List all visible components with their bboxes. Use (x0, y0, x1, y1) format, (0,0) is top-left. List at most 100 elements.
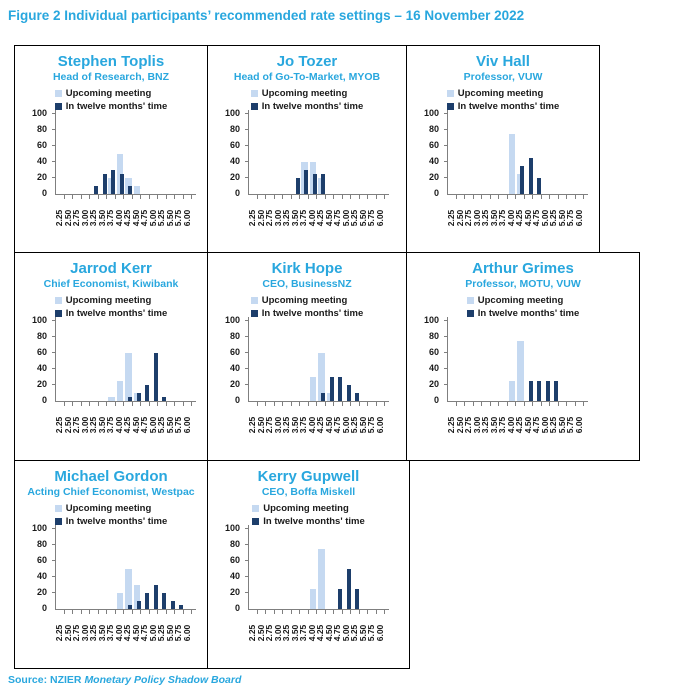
category-slot (533, 110, 542, 199)
y-tick-label: 60 (229, 555, 240, 565)
y-tick-label: 100 (423, 315, 439, 325)
x-tick-text: 6.00 (374, 624, 385, 642)
plot-area (245, 317, 389, 406)
bar-twelve-months (136, 393, 141, 401)
source-note: Source: NZIER Monetary Policy Shadow Boa… (8, 674, 241, 686)
bar-twelve-months (162, 397, 166, 401)
y-tick-mark (245, 177, 249, 178)
source-publication: Monetary Policy Shadow Board (84, 674, 242, 686)
legend-row: Upcoming meeting (54, 294, 168, 307)
bar-twelve-months (528, 381, 533, 401)
participant-name: Kerry Gupwell (257, 468, 360, 485)
y-tick-mark (52, 560, 56, 561)
bar-twelve-months (528, 158, 533, 194)
category-slot (491, 317, 500, 406)
y-tick-label: 20 (229, 587, 240, 597)
bar-upcoming (125, 569, 132, 609)
legend-label: Upcoming meeting (261, 295, 348, 306)
y-tick-label: 0 (234, 188, 240, 198)
category-slot (249, 110, 258, 199)
x-axis-labels: 2.25 2.50 2.75 3.00 3.25 3.50 3.75 4.00 4.25 4.50… (247, 405, 385, 445)
category-slot (368, 110, 377, 199)
x-axis-labels: 2.25 2.50 2.75 3.00 3.25 3.50 3.75 4.00 4.25 4.50… (54, 198, 192, 238)
y-tick-label: 40 (229, 156, 240, 166)
category-slot (175, 110, 184, 199)
y-tick-mark (444, 320, 448, 321)
x-tick-text: 6.00 (374, 209, 385, 227)
x-tick-label: 6.00 (182, 405, 192, 445)
legend-label: In twelve months' time (65, 101, 168, 112)
category-slot (133, 317, 142, 406)
category-slot (266, 110, 275, 199)
category-slot (167, 110, 176, 199)
legend-row: In twelve months' time (250, 100, 363, 113)
category-slot (175, 525, 184, 614)
participant-name: Michael Gordon (54, 468, 168, 485)
category-slot (559, 110, 568, 199)
y-axis: 0 20 40 60 80 100 (25, 524, 55, 613)
plot-area (52, 525, 196, 614)
category-slot (99, 525, 108, 614)
participant-role: Head of Research, BNZ (52, 71, 170, 83)
bar-upcoming (133, 585, 140, 609)
y-tick-mark (245, 352, 249, 353)
category-slot (283, 110, 292, 199)
category-slot (465, 317, 474, 406)
category-slot (377, 110, 386, 199)
category-slot (309, 110, 318, 199)
bar-twelve-months (537, 178, 541, 194)
participant-role: Professor, MOTU, VUW (465, 278, 581, 290)
category-slot (334, 525, 343, 614)
bar-upcoming (508, 381, 515, 401)
category-slot (448, 317, 457, 406)
y-tick-label: 80 (36, 539, 47, 549)
y-tick-mark (444, 177, 448, 178)
category-slot (326, 525, 335, 614)
bar-upcoming (108, 397, 115, 401)
category-slot (275, 525, 284, 614)
category-slot (258, 317, 267, 406)
participant-name: Kirk Hope (271, 260, 343, 277)
legend-swatch-upcoming-icon (54, 505, 62, 512)
category-slot (158, 110, 167, 199)
legend-swatch-upcoming-icon (466, 297, 474, 304)
y-axis: 0 20 40 60 80 100 (218, 315, 248, 405)
y-tick-label: 100 (224, 108, 240, 118)
legend-label: Upcoming meeting (65, 295, 152, 306)
y-tick-mark (444, 336, 448, 337)
y-tick-label: 20 (428, 379, 439, 389)
y-tick-label: 100 (31, 315, 47, 325)
y-tick-label: 60 (36, 555, 47, 565)
y-axis: 0 20 40 60 80 100 (25, 109, 55, 198)
y-tick-mark (245, 145, 249, 146)
category-slot (167, 525, 176, 614)
y-tick-label: 80 (428, 331, 439, 341)
y-tick-mark (52, 352, 56, 353)
category-slot (343, 110, 352, 199)
category-slot (576, 110, 585, 199)
y-tick-label: 80 (229, 539, 240, 549)
legend-label: In twelve months' time (457, 101, 560, 112)
y-tick-label: 60 (428, 140, 439, 150)
legend-row: Upcoming meeting (54, 502, 168, 515)
y-tick-mark (444, 384, 448, 385)
category-slot (491, 110, 500, 199)
y-tick-label: 100 (224, 315, 240, 325)
category-slot (124, 525, 133, 614)
category-slot (474, 317, 483, 406)
y-tick-label: 20 (229, 379, 240, 389)
category-slot (99, 317, 108, 406)
x-tick-label: 6.00 (374, 613, 385, 653)
category-slot (465, 110, 474, 199)
y-tick-label: 100 (224, 523, 240, 533)
category-slot (258, 110, 267, 199)
legend-row: Upcoming meeting (250, 87, 364, 100)
y-tick-label: 0 (433, 188, 439, 198)
category-slot (377, 525, 386, 614)
bar-twelve-months (520, 166, 524, 194)
category-slot (116, 525, 125, 614)
participant-name: Arthur Grimes (472, 260, 574, 277)
y-tick-mark (52, 592, 56, 593)
figure-title: Figure 2 Individual participants’ recomm… (8, 8, 525, 23)
